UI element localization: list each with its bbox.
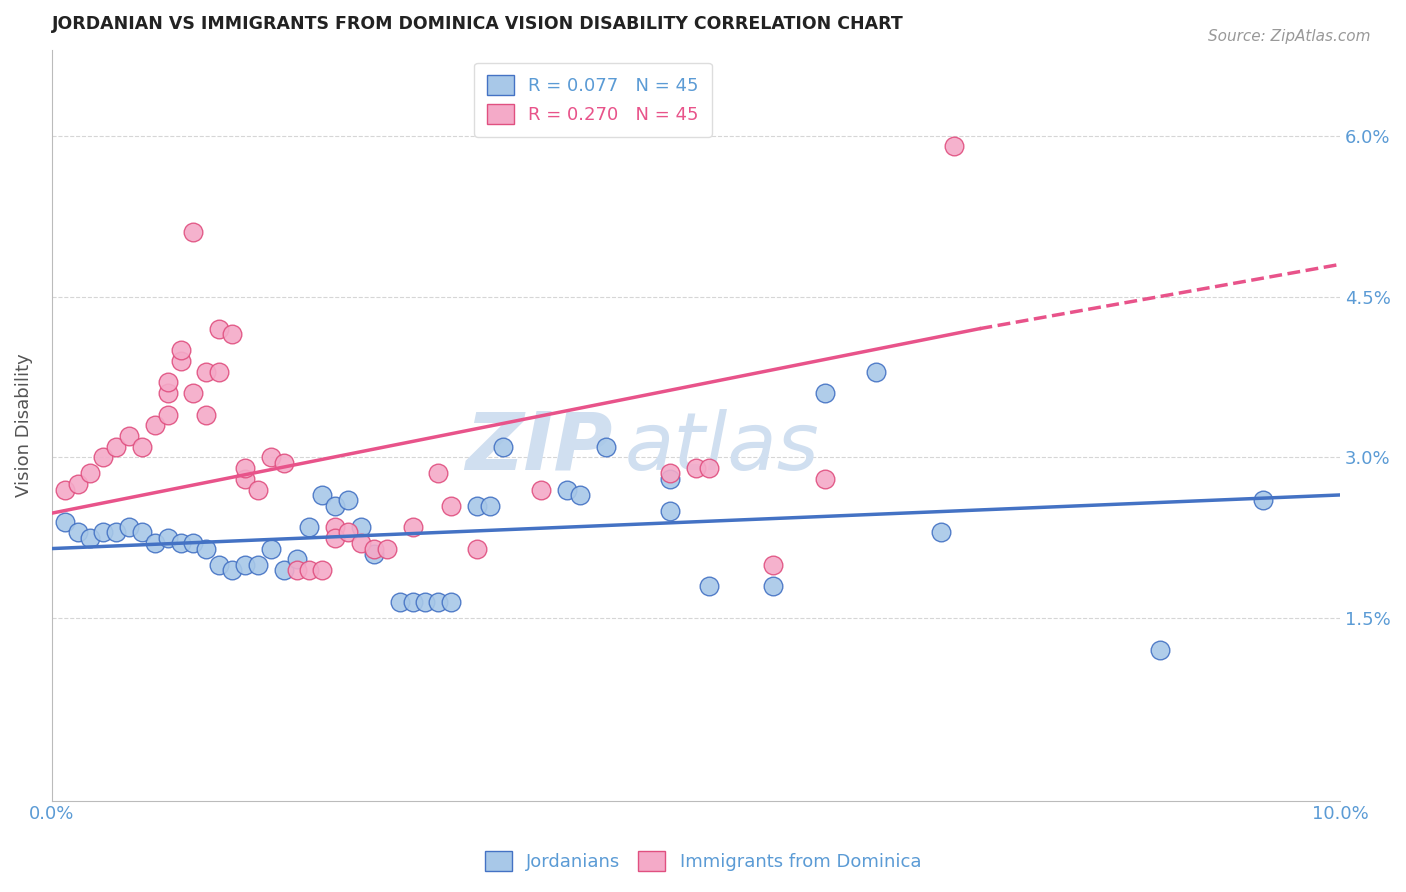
Point bbox=[929, 525, 952, 540]
Point bbox=[415, 595, 437, 609]
Point bbox=[79, 467, 101, 481]
Point bbox=[233, 558, 256, 572]
Legend: R = 0.077   N = 45, R = 0.270   N = 45: R = 0.077 N = 45, R = 0.270 N = 45 bbox=[474, 62, 711, 136]
Point bbox=[697, 461, 720, 475]
Point bbox=[285, 563, 308, 577]
Point bbox=[697, 579, 720, 593]
Point bbox=[555, 483, 578, 497]
Point bbox=[388, 595, 411, 609]
Point bbox=[221, 563, 243, 577]
Point bbox=[298, 563, 321, 577]
Point bbox=[427, 595, 450, 609]
Point bbox=[440, 595, 463, 609]
Point bbox=[569, 488, 592, 502]
Point bbox=[208, 558, 231, 572]
Point bbox=[91, 450, 114, 465]
Point bbox=[427, 467, 450, 481]
Text: JORDANIAN VS IMMIGRANTS FROM DOMINICA VISION DISABILITY CORRELATION CHART: JORDANIAN VS IMMIGRANTS FROM DOMINICA VI… bbox=[52, 15, 904, 33]
Point bbox=[169, 343, 191, 358]
Point bbox=[260, 541, 283, 556]
Point bbox=[323, 499, 346, 513]
Point bbox=[762, 558, 785, 572]
Point bbox=[208, 321, 231, 335]
Point bbox=[350, 520, 373, 534]
Point bbox=[183, 386, 205, 401]
Point bbox=[156, 386, 179, 401]
Point bbox=[221, 327, 243, 342]
Text: ZIP: ZIP bbox=[465, 409, 612, 487]
Y-axis label: Vision Disability: Vision Disability bbox=[15, 353, 32, 497]
Point bbox=[118, 520, 141, 534]
Point bbox=[156, 408, 179, 422]
Point bbox=[53, 515, 76, 529]
Point bbox=[246, 483, 269, 497]
Point bbox=[105, 525, 128, 540]
Point bbox=[118, 429, 141, 443]
Point bbox=[1251, 493, 1274, 508]
Point bbox=[285, 552, 308, 566]
Point bbox=[465, 541, 488, 556]
Point bbox=[375, 541, 398, 556]
Point bbox=[363, 541, 385, 556]
Point bbox=[323, 520, 346, 534]
Text: Source: ZipAtlas.com: Source: ZipAtlas.com bbox=[1208, 29, 1371, 45]
Point bbox=[195, 408, 218, 422]
Point bbox=[143, 418, 166, 433]
Point bbox=[169, 354, 191, 368]
Point bbox=[183, 536, 205, 550]
Point bbox=[143, 536, 166, 550]
Point bbox=[195, 365, 218, 379]
Point bbox=[91, 525, 114, 540]
Point bbox=[233, 472, 256, 486]
Text: atlas: atlas bbox=[626, 409, 820, 487]
Point bbox=[131, 525, 153, 540]
Point bbox=[492, 440, 515, 454]
Point bbox=[659, 467, 682, 481]
Point bbox=[337, 525, 360, 540]
Point bbox=[66, 525, 89, 540]
Legend: Jordanians, Immigrants from Dominica: Jordanians, Immigrants from Dominica bbox=[478, 844, 928, 879]
Point bbox=[350, 536, 373, 550]
Point bbox=[530, 483, 553, 497]
Point bbox=[79, 531, 101, 545]
Point bbox=[762, 579, 785, 593]
Point bbox=[53, 483, 76, 497]
Point bbox=[246, 558, 269, 572]
Point bbox=[260, 450, 283, 465]
Point bbox=[311, 488, 333, 502]
Point bbox=[401, 595, 423, 609]
Point bbox=[311, 563, 333, 577]
Point bbox=[363, 547, 385, 561]
Point bbox=[273, 456, 295, 470]
Point bbox=[169, 536, 191, 550]
Point bbox=[156, 531, 179, 545]
Point bbox=[273, 563, 295, 577]
Point bbox=[66, 477, 89, 491]
Point bbox=[195, 541, 218, 556]
Point bbox=[595, 440, 617, 454]
Point bbox=[659, 472, 682, 486]
Point bbox=[659, 504, 682, 518]
Point bbox=[814, 472, 837, 486]
Point bbox=[814, 386, 837, 401]
Point bbox=[183, 225, 205, 239]
Point bbox=[233, 461, 256, 475]
Point bbox=[440, 499, 463, 513]
Point bbox=[105, 440, 128, 454]
Point bbox=[1149, 643, 1171, 657]
Point bbox=[685, 461, 707, 475]
Point bbox=[298, 520, 321, 534]
Point bbox=[131, 440, 153, 454]
Point bbox=[465, 499, 488, 513]
Point bbox=[942, 139, 965, 153]
Point bbox=[401, 520, 423, 534]
Point bbox=[323, 531, 346, 545]
Point bbox=[156, 376, 179, 390]
Point bbox=[208, 365, 231, 379]
Point bbox=[478, 499, 501, 513]
Point bbox=[337, 493, 360, 508]
Point bbox=[865, 365, 887, 379]
